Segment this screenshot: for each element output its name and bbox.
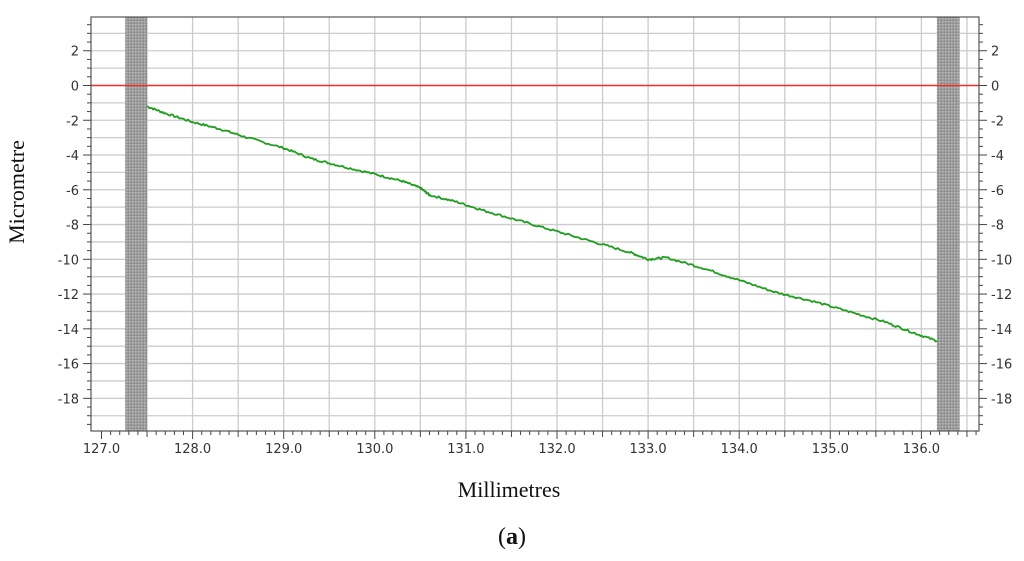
x-tick-label: 127.0 bbox=[83, 442, 120, 457]
y-tick-label-right: -6 bbox=[991, 184, 1004, 199]
y-tick-label-right: 0 bbox=[991, 80, 999, 95]
y-tick-label-right: -18 bbox=[991, 392, 1012, 407]
x-tick-label: 134.0 bbox=[721, 442, 758, 457]
figure-caption: (a) bbox=[498, 524, 526, 550]
x-tick-label: 130.0 bbox=[356, 442, 393, 457]
x-tick-label: 129.0 bbox=[265, 442, 302, 457]
x-tick-label: 136.0 bbox=[903, 442, 940, 457]
excluded-bands bbox=[125, 17, 960, 431]
y-tick-label-right: -12 bbox=[991, 288, 1012, 303]
ticks: 2 2 0 0 -2 -2 -4 -4 -6 -6 -8 -8 -10 -10 -12 -12 -14 -14 -1… bbox=[58, 24, 1012, 457]
x-tick-label: 131.0 bbox=[447, 442, 484, 457]
y-tick-label-left: -8 bbox=[66, 219, 79, 234]
excluded-band bbox=[936, 17, 960, 431]
y-tick-label-right: -2 bbox=[991, 114, 1004, 129]
series-line bbox=[146, 105, 938, 343]
excluded-band bbox=[125, 17, 148, 431]
plot-border bbox=[90, 16, 980, 432]
y-tick-label-right: -16 bbox=[991, 358, 1012, 373]
x-tick-label: 132.0 bbox=[538, 442, 575, 457]
x-axis-title: Millimetres bbox=[458, 477, 561, 502]
y-tick-label-left: 0 bbox=[71, 80, 79, 95]
y-tick-label-left: -10 bbox=[58, 253, 79, 268]
y-axis-title: Micrometre bbox=[4, 140, 29, 244]
y-tick-label-right: -10 bbox=[991, 253, 1012, 268]
grid bbox=[91, 17, 979, 431]
y-tick-label-left: -12 bbox=[58, 288, 79, 303]
x-tick-label: 128.0 bbox=[174, 442, 211, 457]
x-tick-label: 133.0 bbox=[629, 442, 666, 457]
series-layer bbox=[146, 105, 938, 343]
y-tick-label-left: -6 bbox=[66, 184, 79, 199]
caption-close: ) bbox=[518, 524, 526, 550]
plot-frame bbox=[90, 16, 980, 432]
y-tick-label-left: -16 bbox=[58, 358, 79, 373]
y-tick-label-left: -4 bbox=[66, 149, 79, 164]
y-tick-label-left: -18 bbox=[58, 392, 79, 407]
y-tick-label-right: -8 bbox=[991, 219, 1004, 234]
x-tick-label: 135.0 bbox=[812, 442, 849, 457]
y-tick-label-left: -2 bbox=[66, 114, 79, 129]
y-tick-label-right: -4 bbox=[991, 149, 1004, 164]
caption-open: ( bbox=[498, 524, 506, 550]
y-tick-label-right: -14 bbox=[991, 323, 1012, 338]
caption-letter: a bbox=[506, 524, 518, 550]
y-tick-label-left: 2 bbox=[71, 45, 79, 60]
y-tick-label-left: -14 bbox=[58, 323, 79, 338]
y-tick-label-right: 2 bbox=[991, 45, 999, 60]
